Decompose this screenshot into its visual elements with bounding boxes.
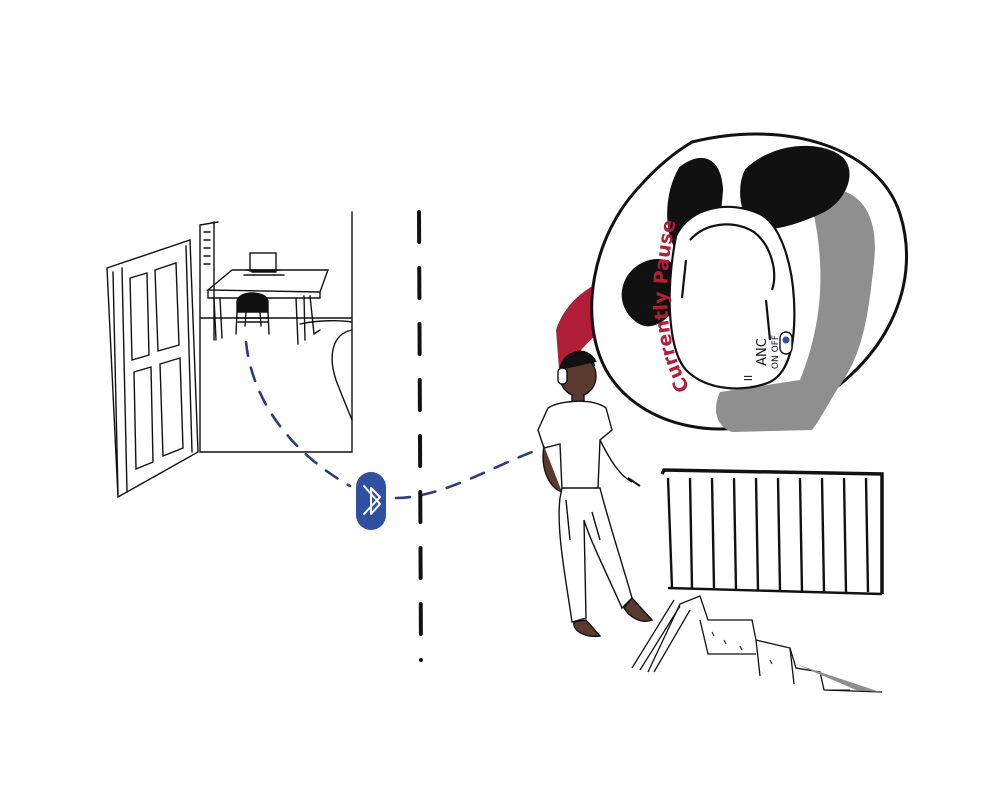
- bluetooth-icon: [356, 472, 386, 530]
- room-sketch: [106, 211, 353, 499]
- open-door: [106, 239, 199, 499]
- staircase-steps: [631, 595, 883, 693]
- headphones-icon: [621, 145, 850, 390]
- headphone-shadow: [716, 188, 875, 432]
- staircase-banister: [660, 468, 884, 596]
- bed: [331, 329, 353, 421]
- desk: [206, 252, 329, 345]
- anc-label: ANC: [755, 338, 770, 366]
- anc-on-off-label: ON OFF: [771, 335, 781, 369]
- desk-chair: [235, 292, 270, 335]
- pause-symbol: II: [742, 375, 755, 382]
- range-boundary-line: [417, 210, 423, 662]
- bluetooth-signal-path: [244, 340, 534, 500]
- person-walking: [537, 350, 654, 638]
